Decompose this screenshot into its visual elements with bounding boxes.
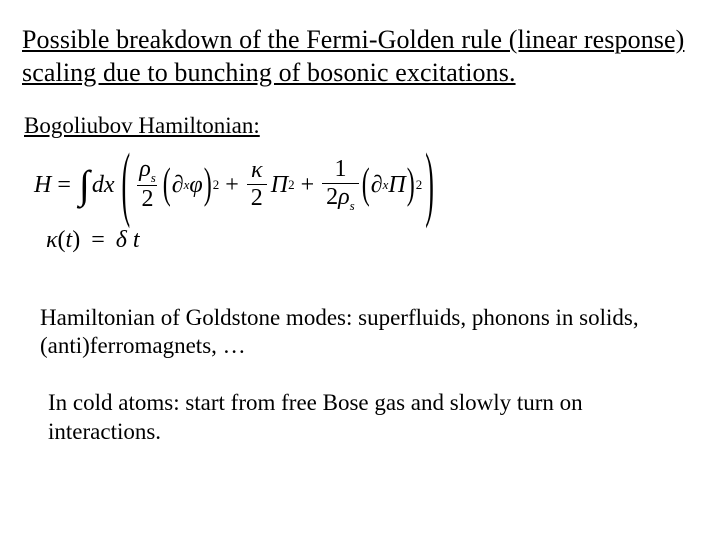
partial-2: ∂	[371, 173, 383, 197]
integral-icon: ∫	[79, 165, 90, 205]
sym-dx: dx	[92, 173, 115, 197]
rho-sub-s: s	[151, 170, 156, 185]
big-lparen: (	[122, 143, 131, 226]
big-rparen: )	[425, 143, 434, 226]
lparen-1: (	[163, 163, 171, 206]
frac-den-2a: 2	[137, 185, 157, 212]
frac-kappa-2: κ 2	[247, 158, 267, 211]
den-two: 2	[326, 184, 338, 210]
sq-2: 2	[288, 178, 295, 191]
hamiltonian-formula: H = ∫ dx ( ρs 2 ( ∂x φ )2 + κ 2 Π2 +	[34, 157, 698, 254]
kt-eq: =	[91, 227, 105, 253]
goldstone-text: Hamiltonian of Goldstone modes: superflu…	[40, 304, 698, 362]
formula-main-line: H = ∫ dx ( ρs 2 ( ∂x φ )2 + κ 2 Π2 +	[34, 157, 698, 213]
frac-1-2rho: 1 2ρs	[322, 157, 359, 213]
sq-1: 2	[213, 178, 220, 191]
slide-title: Possible breakdown of the Fermi-Golden r…	[22, 24, 698, 89]
kappa-t-line: κ(t) = δ t	[46, 227, 698, 254]
sym-H: H	[34, 173, 51, 197]
kt-rpar: )	[72, 227, 80, 253]
phi: φ	[189, 173, 202, 197]
rho: ρ	[139, 156, 151, 182]
kt-delta: δ	[116, 227, 127, 253]
kt-tvar: t	[133, 227, 140, 253]
plus-2: +	[301, 173, 315, 197]
Pi-2: Π	[388, 173, 405, 197]
kt-lpar: (	[58, 227, 66, 253]
Pi-1: Π	[271, 173, 288, 197]
lparen-2: (	[362, 163, 370, 206]
rparen-2: )	[407, 163, 415, 206]
kappa-den: 2	[247, 184, 267, 211]
frac-rho-s-2: ρs 2	[135, 157, 160, 213]
num-one: 1	[330, 157, 350, 183]
den-rho: ρ	[338, 184, 350, 210]
rparen-1: )	[204, 163, 212, 206]
den-rho-s: s	[350, 198, 355, 213]
partial-1: ∂	[172, 173, 184, 197]
kappa: κ	[46, 227, 58, 253]
cold-atoms-text: In cold atoms: start from free Bose gas …	[48, 389, 688, 447]
slide: Possible breakdown of the Fermi-Golden r…	[0, 0, 720, 540]
subheading: Bogoliubov Hamiltonian:	[24, 113, 698, 139]
kappa-num: κ	[247, 158, 267, 184]
sym-eq: =	[57, 173, 71, 197]
sq-3: 2	[416, 178, 423, 191]
plus-1: +	[225, 173, 239, 197]
